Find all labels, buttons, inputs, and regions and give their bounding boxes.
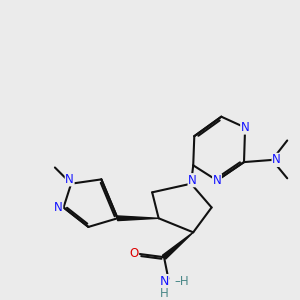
Text: N: N [213,174,221,187]
Text: O: O [129,248,139,260]
Polygon shape [162,232,193,259]
Polygon shape [118,216,159,220]
Text: N: N [54,201,63,214]
Text: N: N [159,274,169,288]
Text: H: H [160,287,168,300]
Text: N: N [65,173,74,186]
Text: N: N [241,121,250,134]
Text: N: N [272,153,281,167]
Text: N: N [188,174,197,187]
Text: –H: –H [174,274,189,288]
